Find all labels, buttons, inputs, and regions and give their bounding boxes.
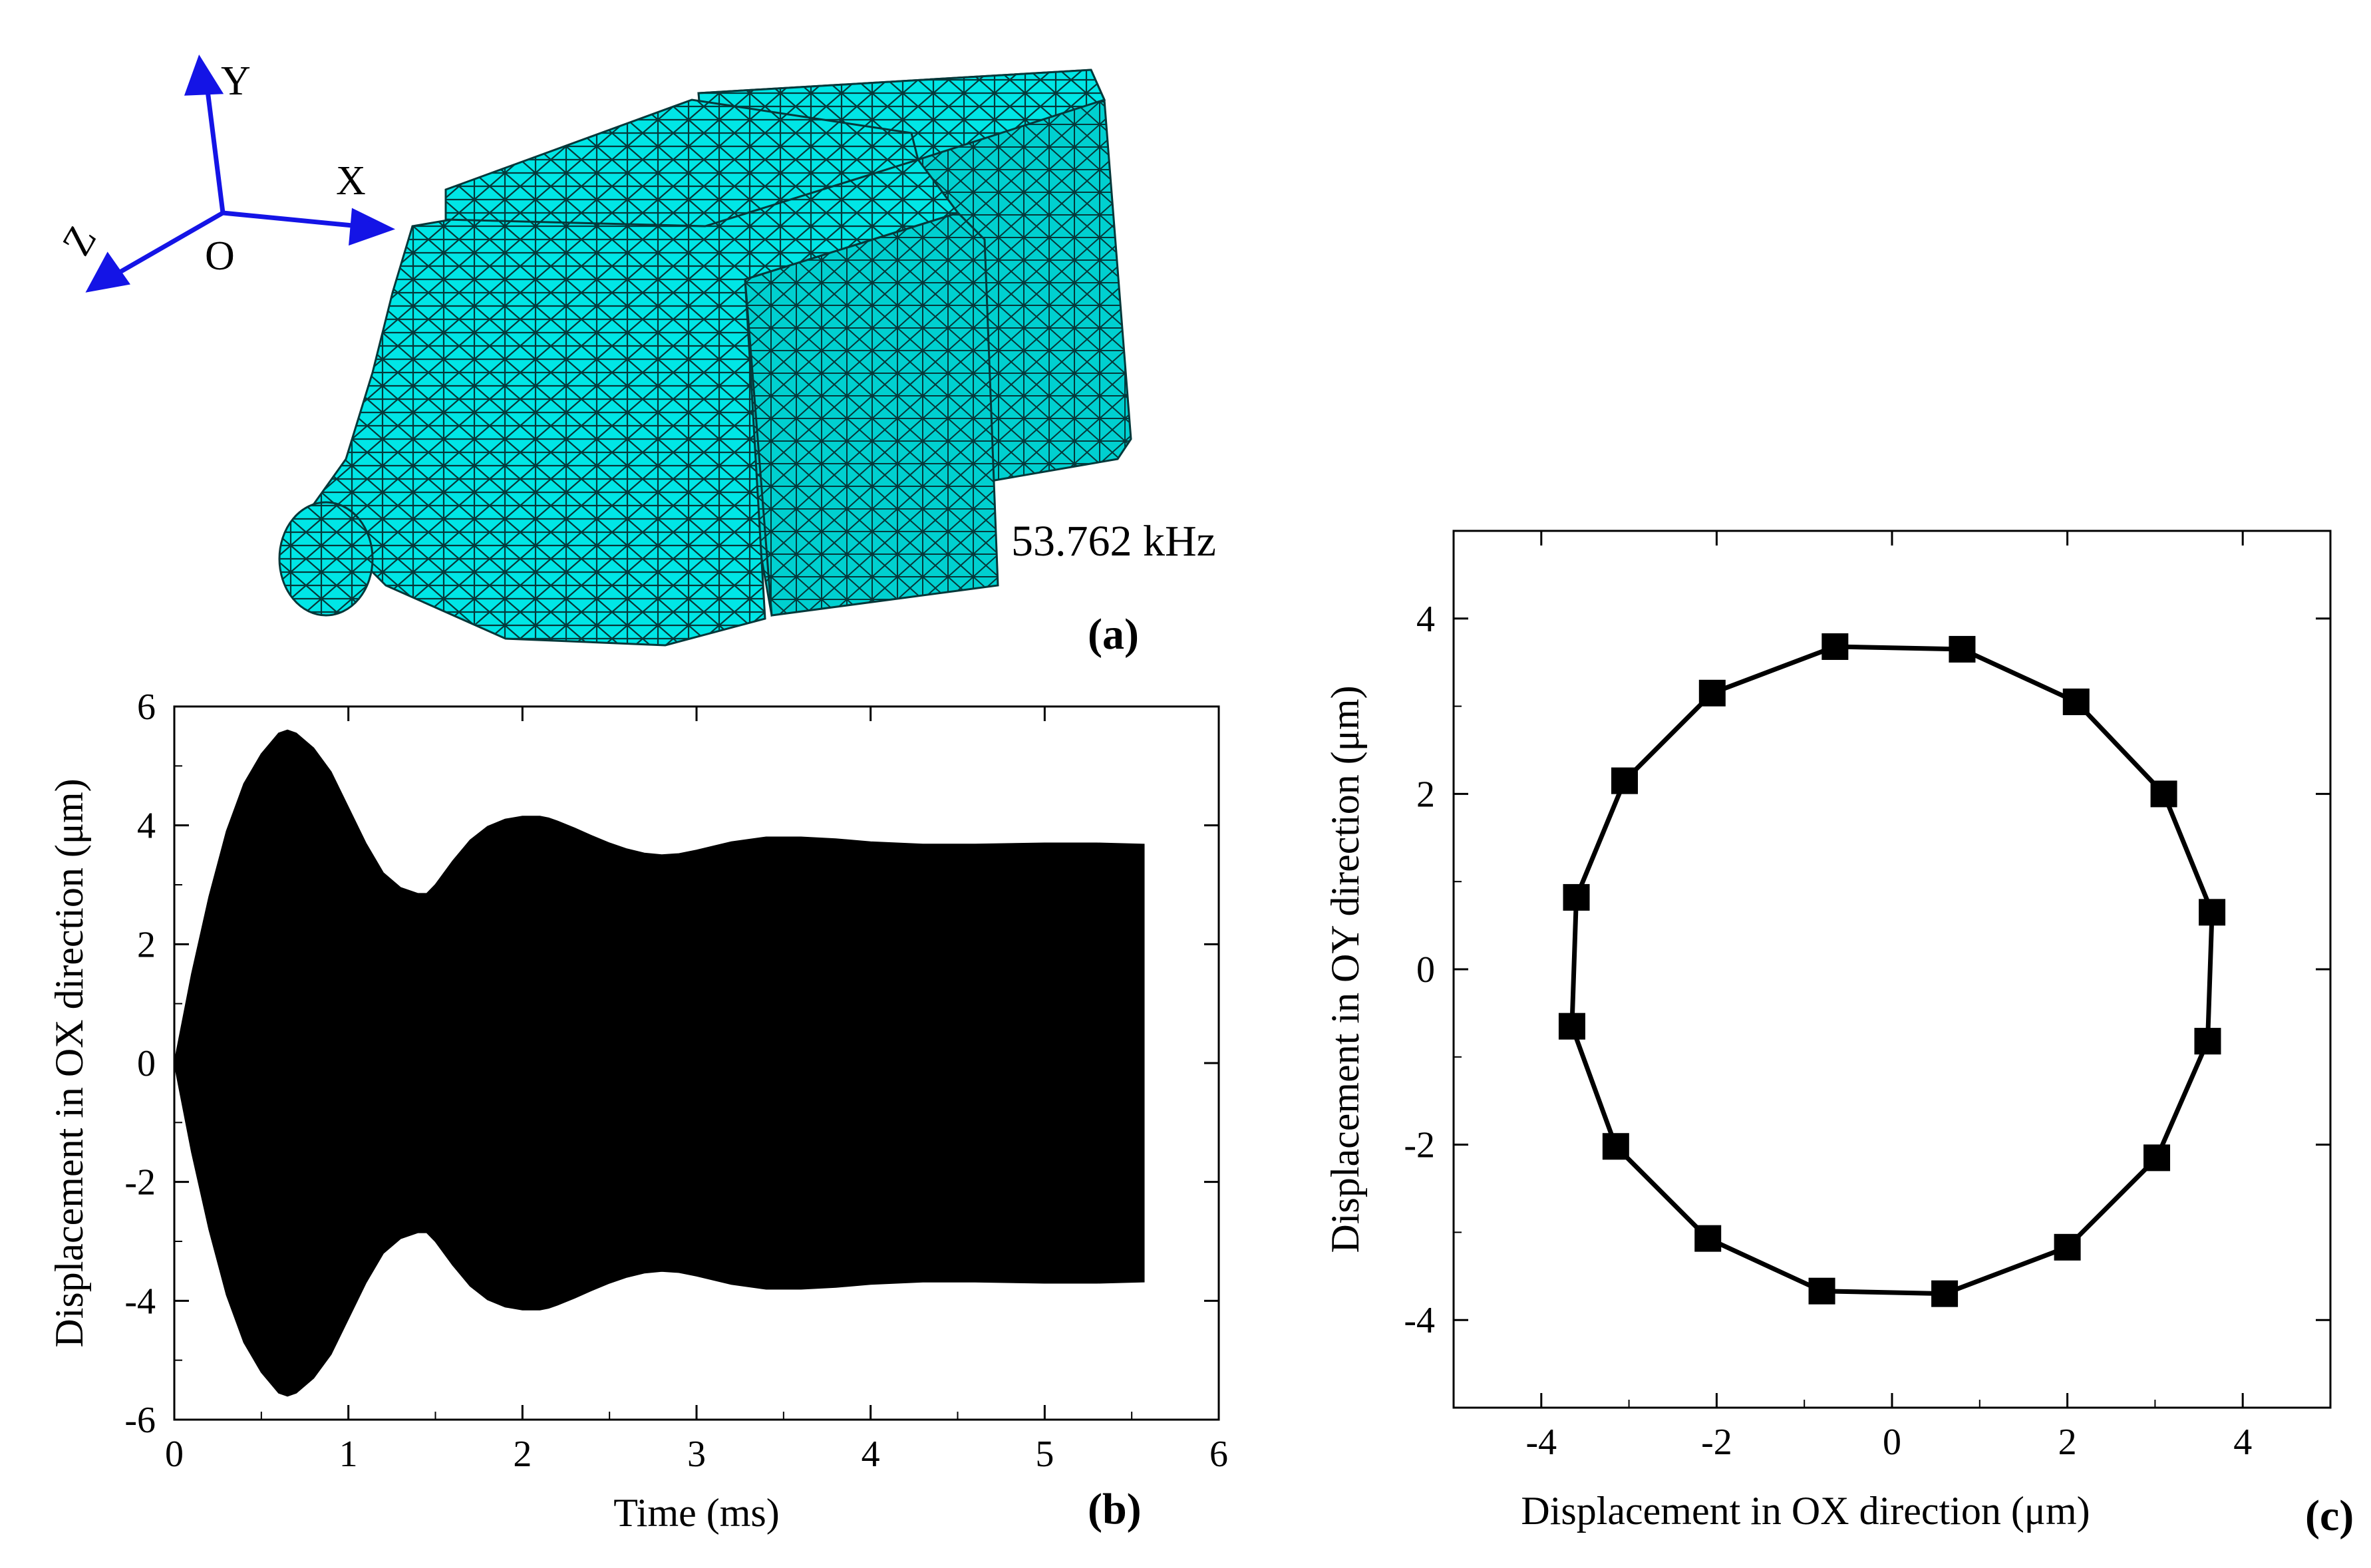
data-point — [1602, 1133, 1629, 1160]
y-tick-label: -4 — [124, 1281, 156, 1322]
y-tick-label: 6 — [137, 687, 156, 728]
chart-b: 0 1 2 3 4 5 6 -6 -4 -2 0 2 4 6 Time (ms) Displacement i… — [47, 687, 1228, 1535]
x-tick-label: 0 — [165, 1434, 184, 1475]
panel-label-c: (c) — [2305, 1491, 2354, 1540]
y-axis-label: Displacement in OX direction (μm) — [47, 778, 91, 1347]
x-tick-label: 4 — [862, 1434, 880, 1475]
data-point — [1821, 633, 1849, 660]
x-axis-label: Time (ms) — [613, 1491, 780, 1535]
x-tick-label: 0 — [1883, 1422, 1901, 1463]
mesh-front-block — [744, 212, 999, 617]
data-point — [2054, 1233, 2081, 1261]
y-tick-label: 2 — [1416, 774, 1435, 815]
data-point — [1558, 1013, 1585, 1040]
x-tick-label: 1 — [339, 1434, 358, 1475]
frequency-label: 53.762 kHz — [1011, 517, 1216, 565]
y-tick-label: 4 — [1416, 599, 1435, 640]
x-tick-label: 4 — [2233, 1422, 2252, 1463]
plot-frame — [1452, 530, 2332, 1409]
coordinate-axes — [85, 55, 396, 293]
data-point — [1611, 767, 1639, 794]
data-point — [2150, 780, 2177, 808]
y-axis-label: Displacement in OY direction (μm) — [1323, 685, 1367, 1253]
data-point — [2199, 899, 2226, 926]
x-tick-label: 6 — [1209, 1434, 1228, 1475]
x-tick-label: -2 — [1701, 1422, 1732, 1463]
mesh-top-plate — [444, 98, 919, 228]
data-point — [1949, 635, 1976, 663]
x-tick-label: 2 — [513, 1434, 532, 1475]
panel-label-a: (a) — [1088, 610, 1139, 659]
mesh-tip-cylinder — [278, 501, 374, 617]
y-tick-label: 4 — [137, 806, 156, 847]
data-point — [1931, 1280, 1959, 1307]
panel-label-b: (b) — [1088, 1485, 1142, 1533]
y-tick-label: 0 — [137, 1043, 156, 1084]
x-axis-label: Displacement in OX direction (μm) — [1521, 1489, 2090, 1533]
panel-a: Y X Z O 53.762 kHz (a) — [54, 55, 1216, 659]
x-tick-label: -4 — [1525, 1422, 1557, 1463]
mesh-horn-body — [311, 158, 960, 647]
y-tick-label: -6 — [124, 1400, 156, 1441]
orbit-line — [1569, 644, 2215, 1297]
y-tick-label: -2 — [1404, 1125, 1435, 1166]
x-tick-label: 3 — [687, 1434, 706, 1475]
data-point — [1563, 883, 1590, 911]
y-tick-label: -4 — [1404, 1300, 1435, 1341]
x-tick-label: 2 — [2058, 1422, 2077, 1463]
chart-c: -4 -2 0 2 4 -4 -2 0 2 4 Displacement in OX directi… — [1323, 530, 2354, 1540]
axis-label-z: Z — [54, 218, 106, 263]
data-point — [2194, 1028, 2221, 1055]
data-point — [1694, 1225, 1722, 1252]
displacement-envelope — [173, 729, 1145, 1397]
data-point — [2062, 689, 2090, 716]
y-tick-label: -2 — [124, 1162, 156, 1203]
axis-label-x: X — [336, 158, 366, 204]
y-tick-label: 0 — [1416, 949, 1435, 991]
x-tick-label: 5 — [1035, 1434, 1054, 1475]
data-point — [2143, 1144, 2171, 1172]
axis-label-y: Y — [221, 59, 251, 104]
data-point — [1808, 1277, 1835, 1305]
axis-label-origin: O — [205, 234, 235, 279]
data-point — [1698, 679, 1726, 706]
y-tick-label: 2 — [137, 924, 156, 965]
